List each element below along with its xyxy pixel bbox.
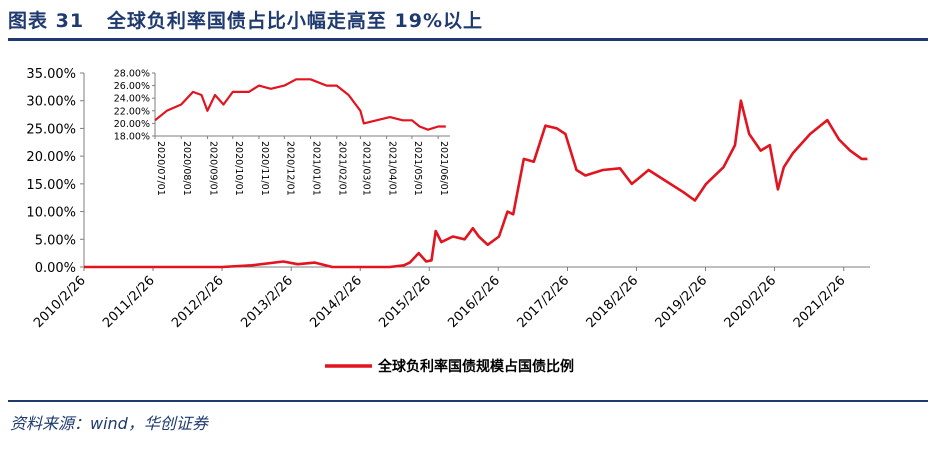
inset-y-tick-label: 18.00% <box>114 132 150 143</box>
x-tick-label: 2015/2/26 <box>376 273 434 331</box>
inset-x-tick-label: 2021/01/01 <box>311 141 322 196</box>
x-tick-label: 2020/2/26 <box>722 273 780 331</box>
x-tick-label: 2021/2/26 <box>791 273 849 331</box>
y-tick-label: 20.00% <box>26 150 76 165</box>
inset-x-tick-label: 2021/04/01 <box>387 141 398 196</box>
y-tick-label: 10.00% <box>26 206 76 221</box>
y-tick-label: 0.00% <box>35 261 76 276</box>
x-tick-label: 2012/2/26 <box>169 273 227 331</box>
figure-number: 图表 31 <box>8 10 85 32</box>
x-tick-label: 2018/2/26 <box>584 273 642 331</box>
legend-label: 全球负利率国债规模占国债比例 <box>377 358 574 375</box>
x-tick-label: 2016/2/26 <box>445 273 503 331</box>
y-tick-label: 25.00% <box>26 122 76 137</box>
inset-y-tick-label: 26.00% <box>114 81 150 92</box>
footer-rule <box>8 400 928 402</box>
main-chart: 0.00% 5.00% 10.00% 15.00% 20.00% 25.00% 30.00%… <box>26 67 870 331</box>
y-tick-label: 30.00% <box>26 95 76 110</box>
source-note: 资料来源：wind，华创证券 <box>10 414 208 433</box>
inset-y-tick-label: 24.00% <box>114 94 150 105</box>
x-tick-label: 2017/2/26 <box>515 273 573 331</box>
inset-x-tick-label: 2021/06/01 <box>438 141 449 196</box>
figure-title: 图表 31 全球负利率国债占比小幅走高至 19%以上 <box>8 6 483 33</box>
inset-chart: 18.00% 20.00% 22.00%24.00% 26.00%28.00% 2020… <box>114 69 450 196</box>
inset-y-tick-label: 28.00% <box>114 69 150 80</box>
inset-y-tick-label: 22.00% <box>114 106 150 117</box>
inset-x-tick-label: 2020/07/01 <box>155 141 166 196</box>
inset-y-tick-label: 20.00% <box>114 119 150 130</box>
header-rule <box>8 38 928 41</box>
inset-x-tick-label: 2021/03/01 <box>360 141 371 196</box>
y-tick-label: 15.00% <box>26 178 76 193</box>
y-tick-label: 5.00% <box>35 233 76 248</box>
x-tick-label: 2011/2/26 <box>100 273 158 331</box>
x-tick-label: 2014/2/26 <box>307 273 365 331</box>
inset-series-line <box>154 78 446 131</box>
inset-x-tick-label: 2020/10/01 <box>233 141 244 196</box>
inset-x-tick-label: 2020/12/01 <box>284 141 295 196</box>
inset-x-tick-label: 2020/09/01 <box>207 141 218 196</box>
figure-title-text: 全球负利率国债占比小幅走高至 19%以上 <box>106 10 484 32</box>
x-tick-label: 2010/2/26 <box>31 273 89 331</box>
legend: 全球负利率国债规模占国债比例 <box>325 358 574 375</box>
x-tick-label: 2013/2/26 <box>238 273 296 331</box>
y-tick-label: 35.00% <box>26 67 76 82</box>
inset-x-tick-label: 2020/08/01 <box>181 141 192 196</box>
inset-x-tick-label: 2021/02/01 <box>337 141 348 196</box>
inset-x-tick-label: 2021/05/01 <box>412 141 423 196</box>
x-tick-label: 2019/2/26 <box>653 273 711 331</box>
inset-x-tick-label: 2020/11/01 <box>259 141 270 196</box>
series-line <box>84 99 868 269</box>
